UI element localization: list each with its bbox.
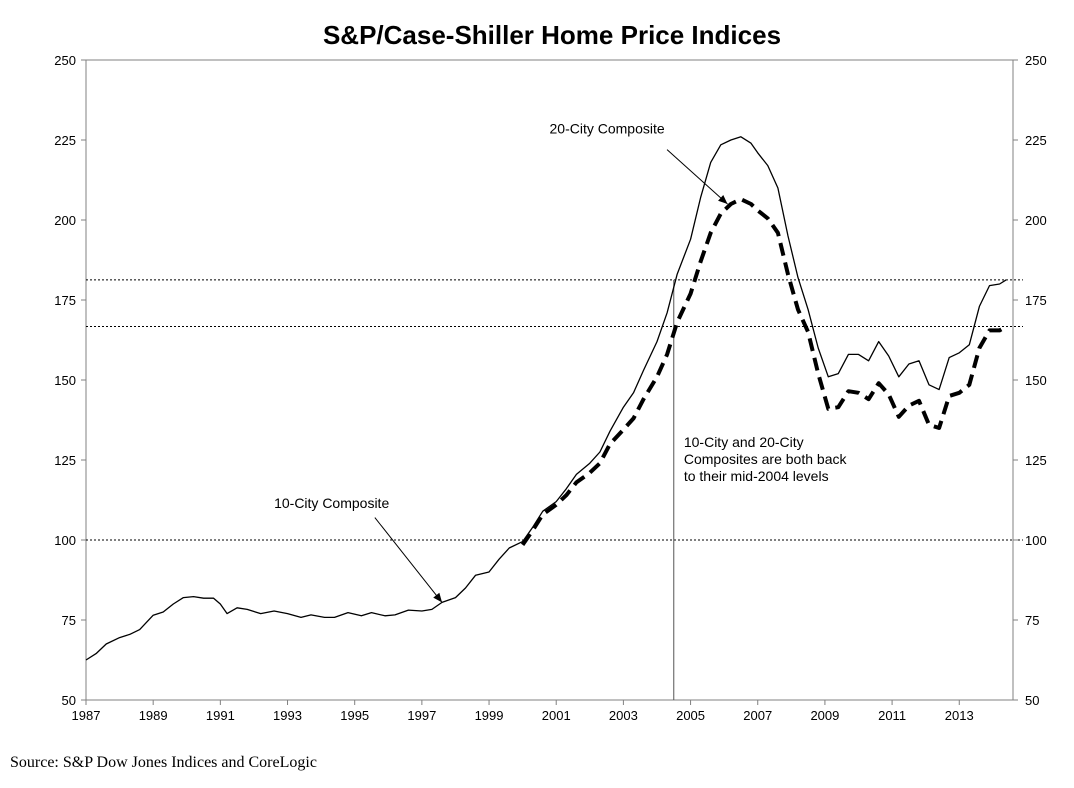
x-axis: 1987 1989 1991 1993 1995 1997 1999 2001 2003 2005… xyxy=(72,700,974,723)
x-tick-label-9: 2005 xyxy=(676,708,705,723)
annotation-2-line-2: to their mid-2004 levels xyxy=(684,468,829,484)
y-left-tick-label-5: 175 xyxy=(54,293,76,308)
annotation-arrowhead-0 xyxy=(718,194,728,204)
series-group xyxy=(85,136,1008,661)
y-left-tick-label-4: 150 xyxy=(54,373,76,388)
x-tick-label-2: 1991 xyxy=(206,708,235,723)
annotation-0: 20-City Composite xyxy=(550,121,665,137)
plot-frame xyxy=(85,59,1014,701)
reference-lines xyxy=(86,279,1023,700)
y-right-tick-label-0: 50 xyxy=(1025,693,1039,708)
annotation-0-line-0: 20-City Composite xyxy=(550,121,665,137)
y-right-tick-label-1: 75 xyxy=(1025,613,1039,628)
series-line-10-city-composite xyxy=(85,136,1007,661)
x-tick-label-12: 2011 xyxy=(878,708,906,723)
y-axis-left: 50 75 100 125 150 175 200 225 250 xyxy=(54,53,86,708)
y-axis-right: 50 75 100 125 150 175 200 225 250 xyxy=(1013,53,1047,708)
y-left-tick-label-2: 100 xyxy=(54,533,76,548)
y-left-tick-label-6: 200 xyxy=(54,213,76,228)
y-right-tick-label-2: 100 xyxy=(1025,533,1047,548)
x-tick-label-13: 2013 xyxy=(945,708,974,723)
annotation-2-line-0: 10-City and 20-City xyxy=(684,434,804,450)
y-right-tick-label-3: 125 xyxy=(1025,453,1047,468)
x-tick-label-5: 1997 xyxy=(407,708,436,723)
y-left-tick-label-1: 75 xyxy=(62,613,76,628)
y-right-tick-label-6: 200 xyxy=(1025,213,1047,228)
annotation-2: 10-City and 20-City Composites are both b… xyxy=(684,434,848,484)
x-tick-label-3: 1993 xyxy=(273,708,302,723)
chart-title: S&P/Case-Shiller Home Price Indices xyxy=(323,20,781,50)
annotations: 20-City Composite 10-City Composite 10-Cit… xyxy=(274,121,847,603)
x-tick-label-1: 1989 xyxy=(139,708,168,723)
x-tick-label-10: 2007 xyxy=(743,708,772,723)
y-right-tick-label-5: 175 xyxy=(1025,293,1047,308)
x-tick-label-0: 1987 xyxy=(72,708,101,723)
source-note: Source: S&P Dow Jones Indices and CoreLo… xyxy=(10,754,317,771)
y-right-tick-label-8: 250 xyxy=(1025,53,1047,68)
y-left-tick-label-0: 50 xyxy=(62,693,76,708)
x-tick-label-7: 2001 xyxy=(542,708,571,723)
y-right-tick-label-7: 225 xyxy=(1025,133,1047,148)
series-line-20-city-composite xyxy=(520,197,1008,546)
annotation-1: 10-City Composite xyxy=(274,495,389,511)
x-tick-label-8: 2003 xyxy=(609,708,638,723)
y-right-tick-label-4: 150 xyxy=(1025,373,1047,388)
annotation-arrow-1 xyxy=(374,517,443,603)
annotation-2-line-1: Composites are both back xyxy=(684,451,848,467)
y-left-tick-label-7: 225 xyxy=(54,133,76,148)
y-left-tick-label-3: 125 xyxy=(54,453,76,468)
annotation-arrowhead-1 xyxy=(433,592,443,603)
annotation-1-line-0: 10-City Composite xyxy=(274,495,389,511)
x-tick-label-6: 1999 xyxy=(475,708,504,723)
x-tick-label-4: 1995 xyxy=(340,708,369,723)
x-tick-label-11: 2009 xyxy=(810,708,839,723)
y-left-tick-label-8: 250 xyxy=(54,53,76,68)
annotation-arrow-0 xyxy=(666,149,728,205)
